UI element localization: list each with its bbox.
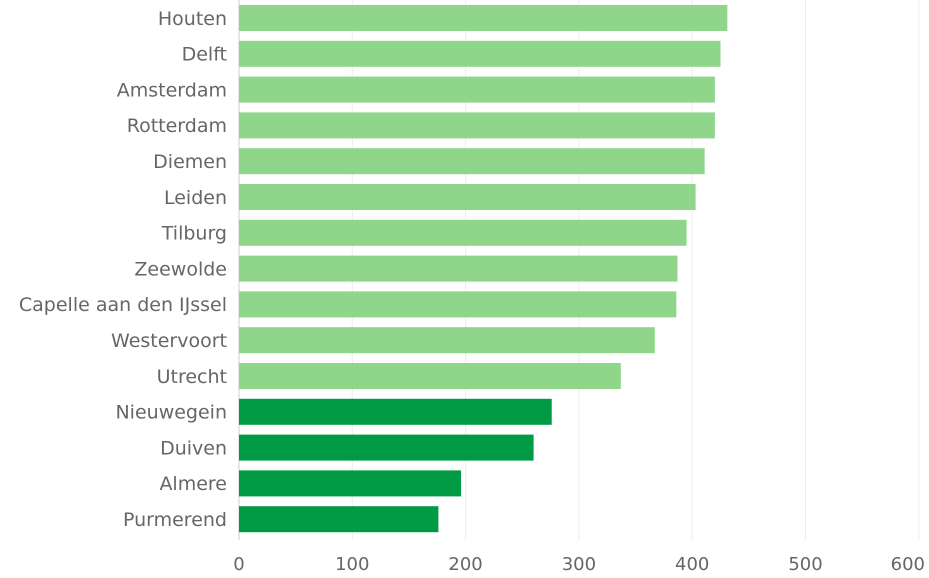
category-label: Purmerend [123, 509, 227, 531]
category-labels: Houten Delft Amsterdam Rotterdam Diemen Leide… [19, 8, 227, 531]
x-tick-label: 200 [448, 554, 482, 575]
x-tick-label: 0 [233, 554, 244, 575]
bar[interactable] [239, 112, 715, 139]
bar[interactable] [239, 327, 655, 354]
bar[interactable] [239, 184, 696, 210]
x-tick-label: 100 [335, 554, 369, 575]
bars [239, 5, 728, 533]
category-label: Tilburg [161, 223, 227, 245]
bar[interactable] [239, 506, 439, 533]
category-label: Diemen [153, 151, 227, 173]
x-tick-label: 600 [891, 554, 925, 575]
bar[interactable] [239, 40, 721, 67]
x-tick-label: 500 [788, 554, 822, 575]
bar[interactable] [239, 5, 728, 31]
category-label: Westervoort [111, 330, 227, 352]
bar[interactable] [239, 148, 705, 175]
bar[interactable] [239, 434, 534, 461]
category-label: Capelle aan den IJssel [19, 294, 227, 316]
bar[interactable] [239, 291, 677, 318]
category-label: Zeewolde [134, 258, 227, 280]
category-label: Houten [158, 8, 227, 30]
bar[interactable] [239, 398, 552, 425]
category-label: Almere [159, 473, 227, 495]
x-axis-tick-labels: 0 100 200 300 400 500 600 [233, 554, 925, 575]
category-label: Rotterdam [127, 115, 227, 137]
category-label: Amsterdam [117, 79, 227, 101]
category-label: Nieuwegein [115, 402, 227, 424]
category-label: Leiden [164, 187, 227, 209]
bar[interactable] [239, 76, 715, 103]
x-tick-label: 400 [675, 554, 709, 575]
category-label: Utrecht [157, 366, 227, 388]
category-label: Duiven [160, 437, 227, 459]
bar[interactable] [239, 255, 678, 282]
bar[interactable] [239, 470, 462, 497]
bar[interactable] [239, 219, 687, 246]
x-tick-label: 300 [562, 554, 596, 575]
bar[interactable] [239, 363, 621, 389]
category-label: Delft [182, 44, 227, 66]
